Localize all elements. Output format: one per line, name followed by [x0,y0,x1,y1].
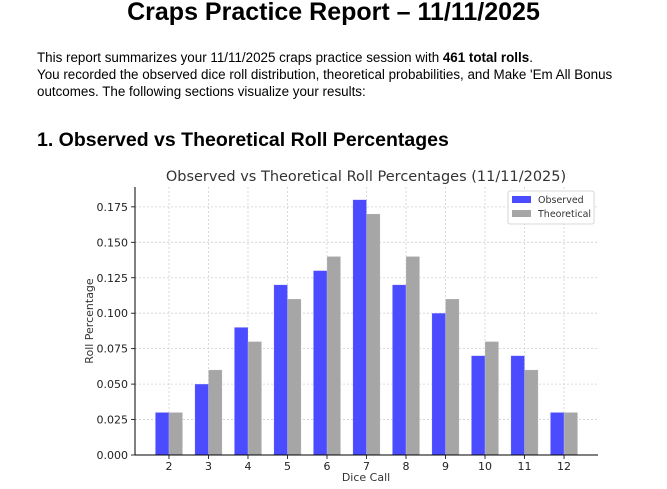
theoretical-bar [405,256,420,456]
observed-bar [510,355,525,456]
theoretical-bar [326,256,341,456]
intro-paragraph: This report summarizes your 11/11/2025 c… [37,49,657,100]
intro-line2: You recorded the observed dice roll dist… [37,67,613,99]
x-tick-label: 12 [557,460,571,473]
y-tick-label: 0.075 [97,343,129,356]
legend-swatch-observed [512,196,531,203]
x-tick-label: 10 [478,460,492,473]
theoretical-bar [524,369,539,456]
legend-label-theoretical: Theoretical [537,209,591,220]
x-tick-label: 6 [323,460,330,473]
observed-bar [273,284,288,456]
x-tick-label: 2 [165,460,172,473]
observed-bar [194,383,209,456]
x-tick-label: 11 [518,460,532,473]
x-tick-label: 7 [363,460,370,473]
x-tick-label: 5 [284,460,291,473]
observed-bar [313,270,328,456]
intro-period: . [529,50,533,65]
observed-bar [431,312,446,456]
chart-title: Observed vs Theoretical Roll Percentages… [166,169,566,185]
x-tick-label: 3 [205,460,212,473]
theoretical-bar [366,213,381,456]
section-heading: 1. Observed vs Theoretical Roll Percenta… [37,129,449,151]
observed-bar [471,355,486,456]
x-tick-label: 9 [442,460,449,473]
y-tick-label: 0.000 [97,449,129,462]
y-tick-label: 0.150 [97,236,129,249]
y-tick-label: 0.025 [97,414,129,427]
legend: Observed Theoretical [507,190,595,225]
intro-text: This report summarizes your 11/11/2025 c… [37,50,443,65]
theoretical-bar [563,412,578,456]
observed-bar [392,284,407,456]
theoretical-bar [247,341,262,456]
legend-swatch-theoretical [512,210,531,217]
x-tick-label: 8 [403,460,410,473]
x-tick-label: 4 [244,460,251,473]
theoretical-bar [208,369,223,456]
theoretical-bar [445,298,460,456]
legend-label-observed: Observed [538,195,584,206]
observed-bar [550,412,565,456]
report-title: Craps Practice Report – 11/11/2025 [127,0,540,26]
observed-bar [352,199,367,456]
total-rolls: 461 total rolls [442,50,530,65]
theoretical-bar [287,298,302,456]
y-tick-label: 0.125 [97,272,129,285]
theoretical-bar [484,341,499,456]
y-tick-label: 0.175 [97,201,129,214]
y-tick-label: 0.050 [97,378,129,391]
y-axis-label: Roll Percentage [83,278,96,364]
observed-bar [155,412,170,456]
y-tick-label: 0.100 [97,307,129,320]
x-axis-label: Dice Call [342,471,390,484]
theoretical-bar [168,412,183,456]
observed-bar [234,327,249,456]
